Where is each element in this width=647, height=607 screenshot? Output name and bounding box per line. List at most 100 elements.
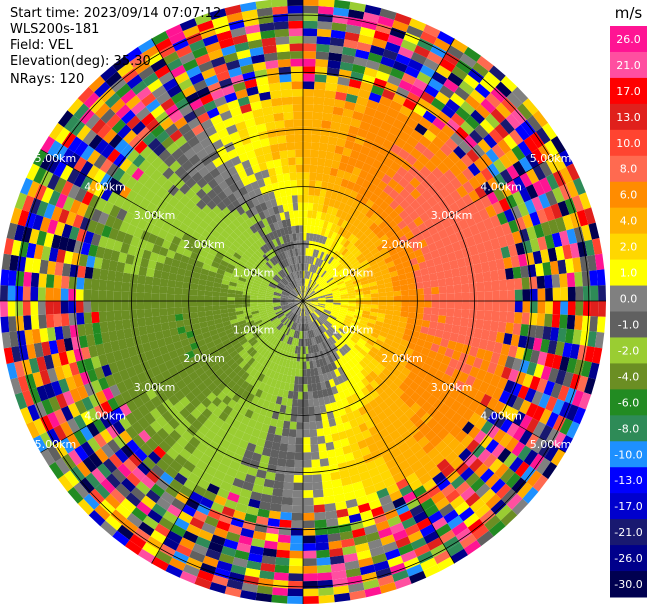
- range-gate: [436, 322, 446, 331]
- range-gate: [349, 149, 360, 160]
- range-gate: [540, 221, 552, 237]
- range-gate: [421, 320, 431, 328]
- range-gate: [353, 56, 368, 67]
- range-gate: [396, 166, 408, 178]
- colorbar-tick-label: -17.0: [614, 500, 642, 513]
- range-gate: [368, 92, 382, 103]
- range-gate: [308, 290, 315, 296]
- range-gate: [337, 226, 345, 236]
- range-gate: [490, 320, 499, 332]
- range-gate: [466, 148, 480, 163]
- range-gate: [335, 192, 344, 202]
- range-gate: [393, 257, 402, 266]
- range-gate: [325, 293, 333, 297]
- range-gate: [330, 29, 346, 40]
- range-gate: [317, 250, 322, 259]
- range-gate: [473, 328, 483, 339]
- range-gate: [467, 68, 485, 84]
- range-gate: [354, 159, 365, 170]
- range-gate: [325, 294, 333, 298]
- range-gate: [379, 247, 389, 256]
- range-gate: [426, 196, 438, 208]
- range-gate: [389, 100, 403, 112]
- range-gate: [410, 188, 422, 200]
- range-gate: [400, 39, 417, 52]
- range-gate: [354, 312, 363, 317]
- range-gate: [404, 65, 420, 79]
- range-gate: [537, 288, 546, 301]
- range-gate: [317, 304, 325, 308]
- range-gate: [332, 304, 341, 307]
- range-gate: [469, 224, 480, 236]
- range-gate: [467, 162, 481, 177]
- range-gate: [306, 263, 309, 272]
- range-gate: [365, 218, 374, 228]
- colorbar-tick-label: 6.0: [620, 189, 638, 202]
- range-gate: [572, 329, 582, 345]
- range-gate: [315, 266, 321, 274]
- range-gate: [345, 282, 354, 287]
- range-gate: [501, 97, 517, 114]
- range-gate: [330, 231, 338, 241]
- range-gate: [438, 186, 451, 199]
- range-gate: [453, 308, 462, 318]
- range-gate: [486, 191, 499, 205]
- range-gate: [361, 162, 372, 173]
- range-gate: [468, 282, 477, 293]
- range-gate: [340, 178, 350, 188]
- range-gate: [351, 276, 360, 282]
- range-gate: [331, 289, 340, 294]
- range-gate: [313, 96, 325, 106]
- range-gate: [373, 110, 387, 122]
- range-gate: [465, 115, 480, 130]
- range-gate: [353, 239, 362, 248]
- range-gate: [310, 295, 318, 299]
- range-gate: [304, 286, 307, 294]
- range-gate: [377, 15, 395, 28]
- range-gate: [522, 348, 533, 362]
- range-gate: [443, 269, 453, 279]
- range-gate: [430, 214, 441, 226]
- range-gate: [376, 243, 386, 252]
- range-gate: [316, 28, 332, 38]
- range-gate: [333, 242, 341, 251]
- range-gate: [347, 233, 356, 243]
- range-gate: [303, 157, 311, 165]
- range-gate: [399, 316, 408, 323]
- range-gate: [434, 149, 448, 162]
- range-gate: [412, 269, 422, 278]
- range-gate: [303, 28, 318, 37]
- range-gate: [330, 223, 337, 232]
- range-gate: [472, 62, 489, 78]
- range-gate: [458, 140, 472, 154]
- range-gate: [559, 356, 570, 372]
- range-gate: [336, 243, 344, 252]
- range-gate: [376, 103, 390, 115]
- range-gate: [400, 311, 409, 318]
- range-gate: [451, 65, 468, 81]
- range-gate: [562, 342, 573, 358]
- range-gate: [311, 134, 321, 143]
- range-gate: [382, 139, 394, 151]
- range-gate: [436, 271, 446, 280]
- range-gate: [492, 201, 504, 215]
- range-gate: [333, 302, 341, 305]
- range-gate: [393, 295, 402, 301]
- range-gate: [413, 216, 424, 227]
- range-gate: [443, 78, 459, 93]
- range-gate: [336, 280, 345, 286]
- range-gate: [333, 299, 341, 301]
- range-gate: [346, 312, 355, 318]
- range-gate: [328, 267, 336, 275]
- range-gate: [537, 301, 546, 314]
- range-gate: [359, 81, 374, 93]
- range-gate: [397, 148, 410, 160]
- range-gate: [394, 263, 404, 271]
- range-gate: [363, 266, 373, 274]
- range-gate: [314, 285, 321, 292]
- range-gate: [425, 207, 437, 219]
- range-gate: [348, 270, 357, 277]
- range-gate: [483, 310, 493, 321]
- range-gate: [488, 260, 498, 272]
- range-gate: [340, 303, 349, 306]
